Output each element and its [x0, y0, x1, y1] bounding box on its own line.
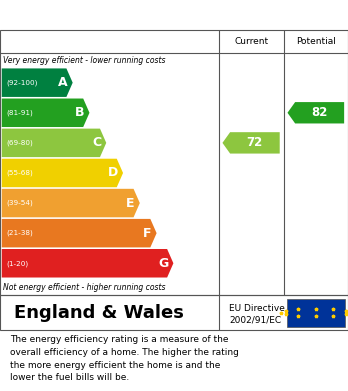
Text: (21-38): (21-38) — [6, 230, 33, 237]
Polygon shape — [287, 102, 344, 124]
FancyBboxPatch shape — [287, 298, 345, 326]
Text: D: D — [108, 167, 118, 179]
Text: (92-100): (92-100) — [6, 79, 38, 86]
Text: Current: Current — [234, 37, 268, 46]
Text: EU Directive: EU Directive — [229, 304, 285, 313]
Text: B: B — [75, 106, 85, 119]
Text: G: G — [159, 257, 169, 270]
Text: 2002/91/EC: 2002/91/EC — [229, 316, 281, 325]
Text: 72: 72 — [246, 136, 263, 149]
Text: The energy efficiency rating is a measure of the
overall efficiency of a home. T: The energy efficiency rating is a measur… — [10, 335, 239, 382]
Polygon shape — [2, 99, 89, 127]
Polygon shape — [2, 129, 106, 157]
Text: (1-20): (1-20) — [6, 260, 29, 267]
Text: (55-68): (55-68) — [6, 170, 33, 176]
Text: Not energy efficient - higher running costs: Not energy efficient - higher running co… — [3, 283, 166, 292]
Polygon shape — [2, 68, 73, 97]
Text: (81-91): (81-91) — [6, 109, 33, 116]
Text: Energy Efficiency Rating: Energy Efficiency Rating — [69, 7, 279, 23]
Polygon shape — [222, 132, 280, 154]
Polygon shape — [2, 159, 123, 187]
Text: (69-80): (69-80) — [6, 140, 33, 146]
Text: (39-54): (39-54) — [6, 200, 33, 206]
Text: 82: 82 — [311, 106, 327, 119]
Polygon shape — [2, 189, 140, 217]
Polygon shape — [2, 249, 173, 278]
Text: E: E — [126, 197, 134, 210]
Text: F: F — [143, 227, 151, 240]
Polygon shape — [2, 219, 157, 248]
Text: England & Wales: England & Wales — [14, 303, 184, 321]
Text: Very energy efficient - lower running costs: Very energy efficient - lower running co… — [3, 56, 166, 65]
Text: Potential: Potential — [296, 37, 336, 46]
Text: A: A — [58, 76, 68, 89]
Text: C: C — [92, 136, 101, 149]
